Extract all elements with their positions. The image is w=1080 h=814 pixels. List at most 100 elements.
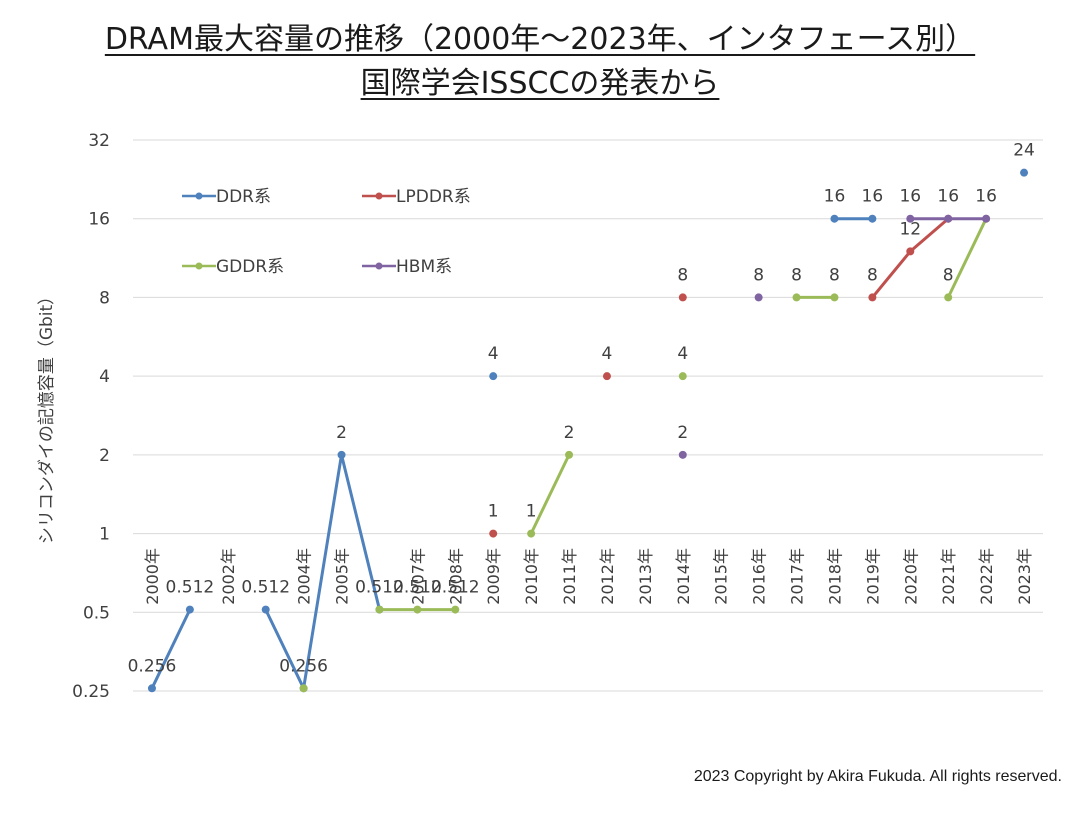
legend-label: DDR系 — [216, 187, 271, 207]
y-tick-label: 4 — [99, 367, 110, 387]
y-tick-label: 2 — [99, 446, 110, 466]
data-label: 16 — [899, 187, 921, 207]
data-point — [565, 450, 574, 459]
x-tick-label: 2008年 — [446, 548, 465, 605]
data-label: 0.256 — [128, 656, 177, 676]
x-tick-label: 2010年 — [522, 548, 541, 605]
data-point — [413, 605, 422, 614]
data-label: 0.512 — [241, 578, 290, 598]
y-tick-label: 32 — [88, 131, 110, 151]
data-point — [944, 214, 953, 223]
data-point — [678, 450, 687, 459]
legend-marker — [375, 262, 383, 270]
data-point — [678, 372, 687, 381]
series-line — [946, 218, 988, 299]
x-tick-label: 2023年 — [1015, 548, 1034, 605]
x-tick-label: 2017年 — [788, 548, 807, 605]
x-tick-label: 2007年 — [408, 548, 427, 605]
data-point — [527, 529, 536, 538]
data-label: 8 — [943, 265, 954, 285]
series-line — [264, 453, 381, 690]
copyright-notice: 2023 Copyright by Akira Fukuda. All righ… — [693, 768, 1062, 785]
x-tick-label: 2016年 — [750, 548, 769, 605]
x-tick-label: 2022年 — [977, 548, 996, 605]
data-label: 2 — [564, 423, 575, 443]
chart: 32 16 8 4 2 1 0.5 0.25 シリコンダイの記憶容量（Gbit） DDR系 LPDD… — [37, 131, 1043, 702]
y-tick-label: 8 — [99, 288, 110, 308]
data-label: 0.512 — [393, 578, 442, 598]
data-point — [261, 605, 270, 614]
data-point — [489, 529, 498, 538]
data-label: 2 — [677, 423, 688, 443]
data-label: 16 — [975, 187, 997, 207]
x-tick-label: 2004年 — [295, 548, 314, 605]
data-label: 0.256 — [279, 656, 328, 676]
data-label: 4 — [488, 344, 499, 364]
data-point — [147, 684, 156, 693]
legend-label: HBM系 — [396, 257, 452, 277]
data-point — [299, 684, 308, 693]
y-tick-label: 1 — [99, 525, 110, 545]
data-point — [602, 372, 611, 381]
data-label: 12 — [899, 219, 921, 239]
x-tick-label: 2021年 — [939, 548, 958, 605]
legend-marker — [195, 262, 203, 270]
series-line — [150, 608, 192, 689]
data-label: 1 — [488, 502, 499, 522]
data-point — [830, 214, 839, 223]
x-tick-label: 2013年 — [636, 548, 655, 605]
data-point — [944, 293, 953, 302]
data-point — [678, 293, 687, 302]
data-label: 16 — [824, 187, 846, 207]
x-tick-label: 2012年 — [598, 548, 617, 605]
x-tick-label: 2018年 — [825, 548, 844, 605]
data-label: 16 — [937, 187, 959, 207]
data-point — [185, 605, 194, 614]
series-line — [529, 454, 571, 535]
x-tick-label: 2015年 — [712, 548, 731, 605]
data-label: 4 — [677, 344, 688, 364]
data-point — [906, 247, 915, 256]
data-point — [337, 450, 346, 459]
chart-title-line2: 国際学会ISSCCの発表から — [360, 66, 720, 101]
x-tick-label: 2005年 — [333, 548, 352, 605]
legend-label: GDDR系 — [216, 257, 284, 277]
data-label: 8 — [677, 265, 688, 285]
data-point — [489, 372, 498, 381]
y-tick-label: 0.5 — [83, 603, 110, 623]
data-label: 8 — [867, 265, 878, 285]
data-label: 24 — [1013, 141, 1035, 161]
y-tick-label: 0.25 — [72, 682, 110, 702]
data-point — [1020, 168, 1029, 177]
data-label: 8 — [753, 265, 764, 285]
data-point — [830, 293, 839, 302]
x-tick-label: 2002年 — [219, 548, 238, 605]
y-axis-label: シリコンダイの記憶容量（Gbit） — [37, 288, 57, 544]
data-point — [451, 605, 460, 614]
y-tick-label: 16 — [88, 210, 110, 230]
legend-label: LPDDR系 — [396, 187, 471, 207]
data-label: 1 — [526, 502, 537, 522]
data-label: 0.512 — [166, 578, 215, 598]
data-label: 0.512 — [431, 578, 480, 598]
data-label: 8 — [791, 265, 802, 285]
x-tick-label: 2020年 — [901, 548, 920, 605]
chart-title-line1: DRAM最大容量の推移（2000年～2023年、インタフェース別） — [104, 22, 976, 57]
x-tick-label: 2009年 — [484, 548, 503, 605]
data-label: 2 — [336, 423, 347, 443]
data-point — [868, 214, 877, 223]
data-point — [868, 293, 877, 302]
data-label: 8 — [829, 265, 840, 285]
data-point — [792, 293, 801, 302]
x-tick-label: 2000年 — [143, 548, 162, 605]
x-tick-label: 2011年 — [560, 548, 579, 605]
legend-marker — [195, 192, 203, 200]
legend-marker — [375, 192, 383, 200]
data-label: 16 — [862, 187, 884, 207]
x-tick-label: 2014年 — [674, 548, 693, 605]
x-tick-label: 2019年 — [863, 548, 882, 605]
data-label: 0.512 — [355, 578, 404, 598]
data-point — [906, 214, 915, 223]
data-point — [375, 605, 384, 614]
data-label: 4 — [602, 344, 613, 364]
